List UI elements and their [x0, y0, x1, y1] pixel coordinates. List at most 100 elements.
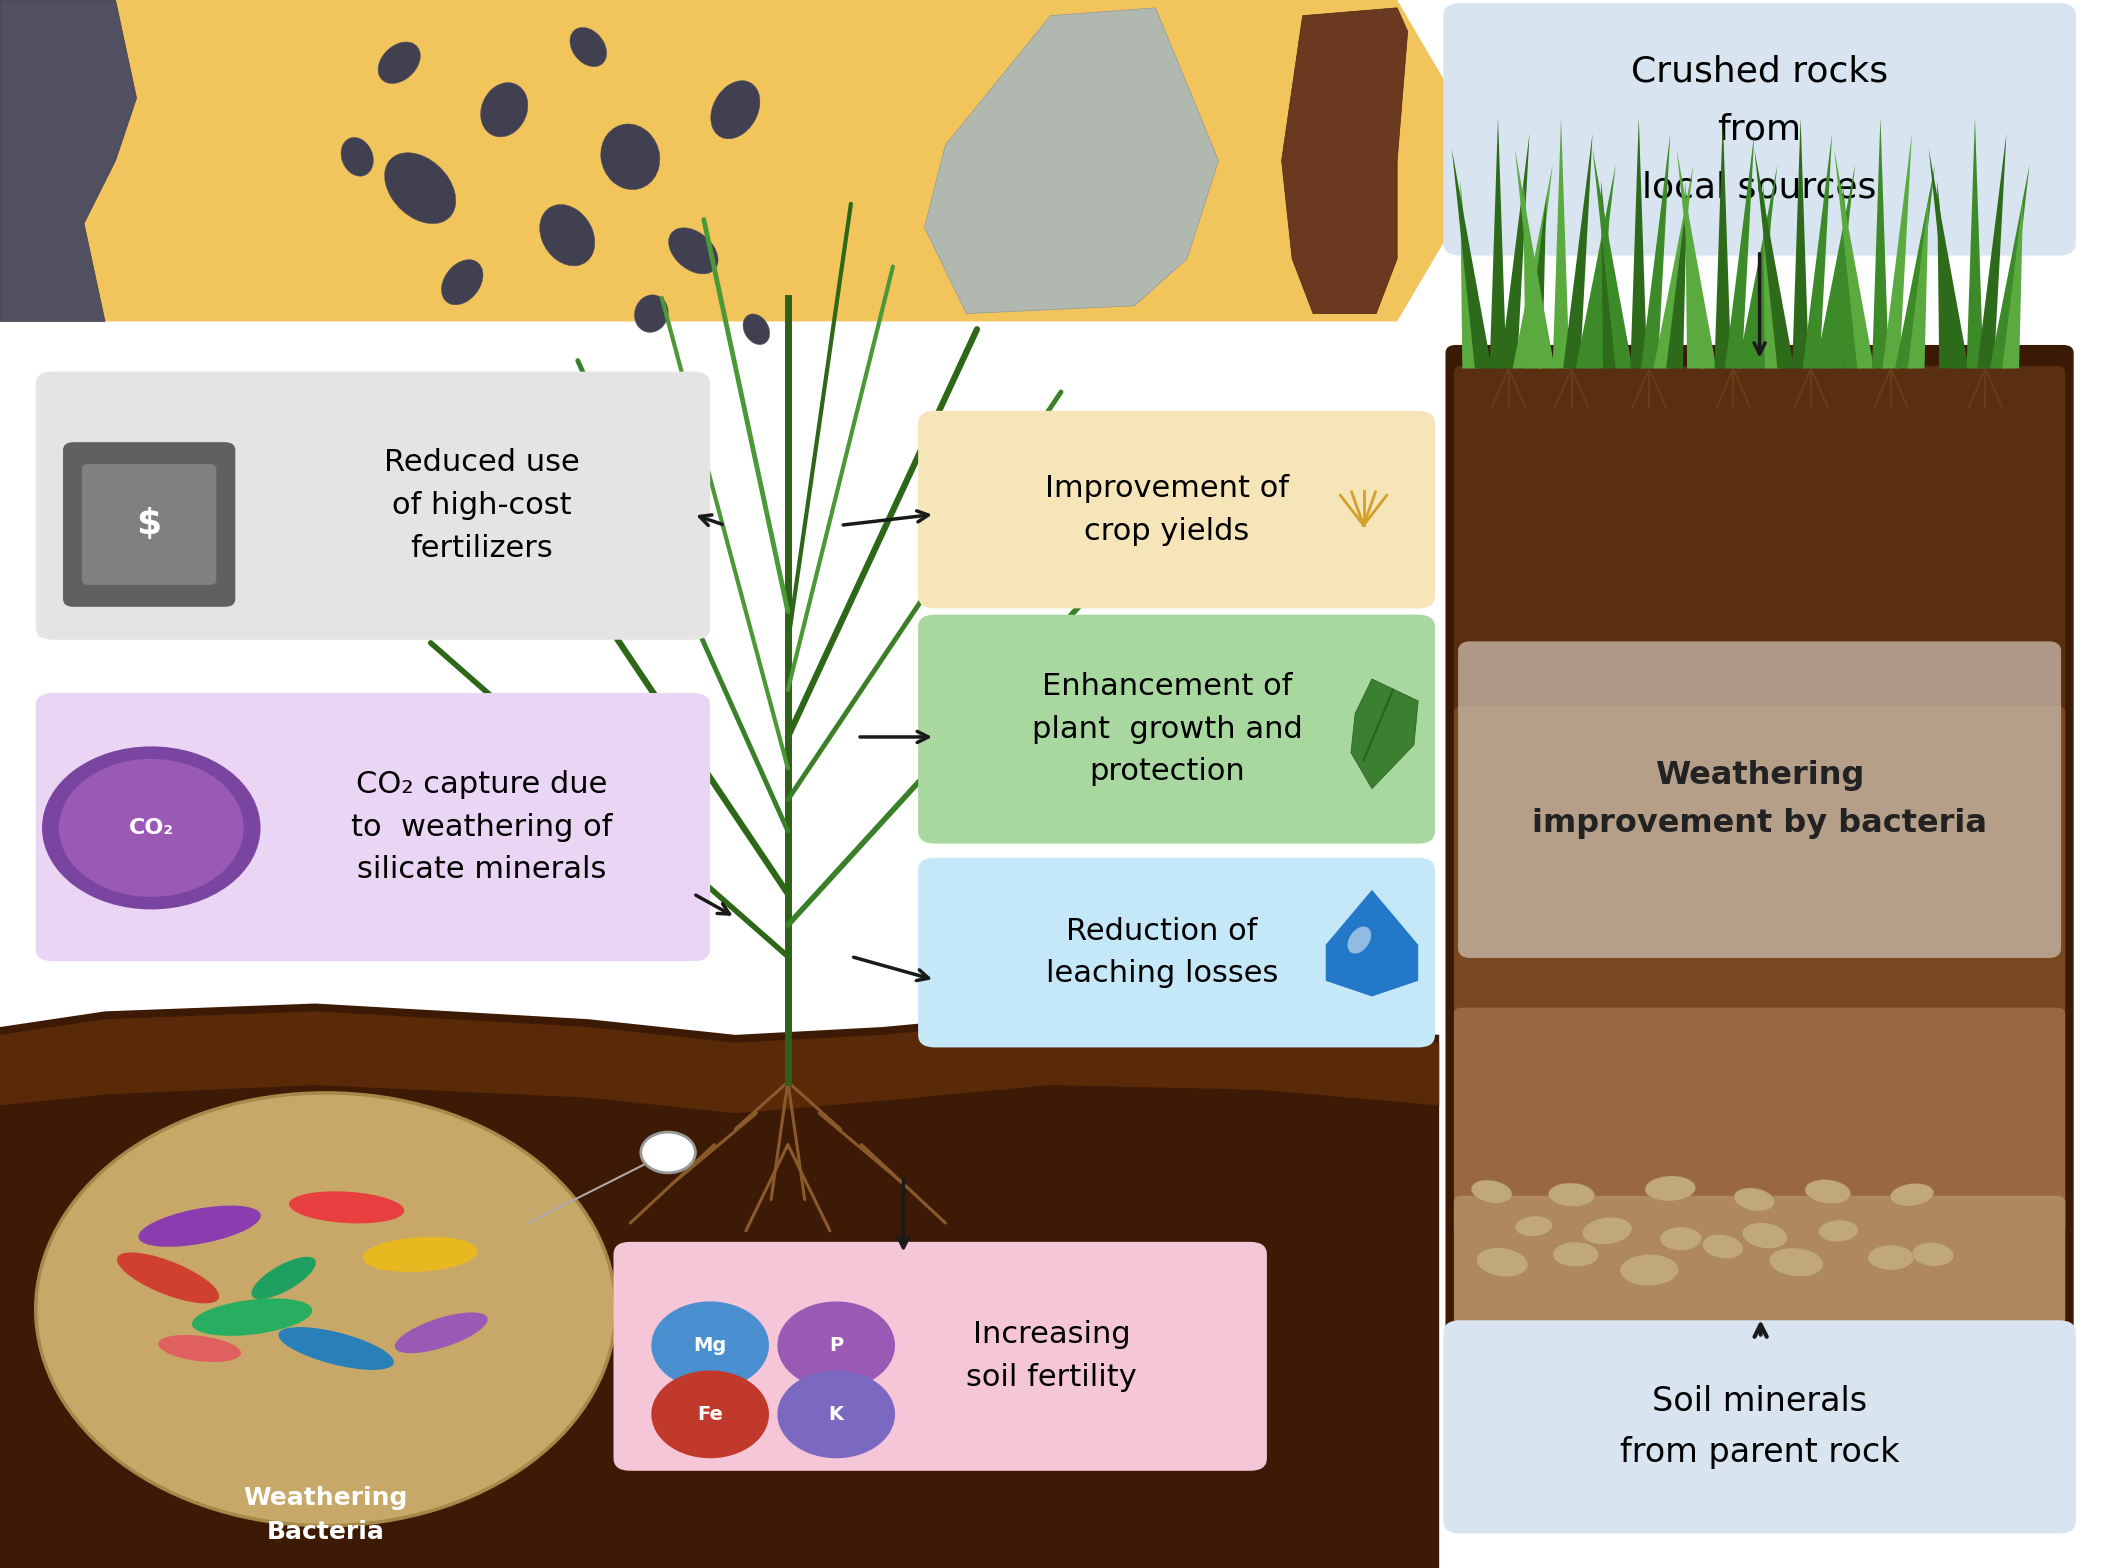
Polygon shape — [1630, 118, 1647, 368]
Ellipse shape — [1819, 1220, 1857, 1242]
Polygon shape — [1500, 133, 1530, 368]
Polygon shape — [1792, 118, 1809, 368]
Polygon shape — [924, 8, 1219, 314]
Text: Reduction of
leaching losses: Reduction of leaching losses — [1046, 917, 1277, 988]
Ellipse shape — [1660, 1226, 1702, 1251]
Polygon shape — [1754, 149, 1794, 368]
Polygon shape — [1714, 118, 1731, 368]
Text: Weathering
improvement by bacteria: Weathering improvement by bacteria — [1532, 760, 1988, 839]
Polygon shape — [1990, 165, 2030, 368]
Polygon shape — [1872, 118, 1889, 368]
FancyBboxPatch shape — [1458, 641, 2061, 958]
Ellipse shape — [635, 295, 668, 332]
Polygon shape — [1351, 679, 1418, 789]
Ellipse shape — [139, 1206, 261, 1247]
Polygon shape — [1523, 180, 1542, 368]
Circle shape — [777, 1370, 895, 1458]
Polygon shape — [1977, 133, 2006, 368]
Polygon shape — [1882, 133, 1912, 368]
Polygon shape — [1843, 180, 1861, 368]
FancyBboxPatch shape — [1443, 1320, 2076, 1534]
Polygon shape — [1895, 165, 1935, 368]
Text: $: $ — [137, 508, 162, 541]
Polygon shape — [0, 0, 1492, 321]
Polygon shape — [1725, 133, 1754, 368]
FancyBboxPatch shape — [82, 464, 216, 585]
Circle shape — [36, 1093, 616, 1526]
Text: Weathering
Bacteria: Weathering Bacteria — [244, 1486, 408, 1544]
Ellipse shape — [252, 1258, 315, 1298]
Ellipse shape — [118, 1253, 219, 1303]
Polygon shape — [1490, 118, 1506, 368]
Ellipse shape — [1733, 1189, 1775, 1210]
Polygon shape — [1601, 180, 1620, 368]
Ellipse shape — [1645, 1176, 1696, 1201]
Polygon shape — [1553, 118, 1569, 368]
Ellipse shape — [363, 1237, 477, 1272]
Polygon shape — [1908, 196, 1929, 368]
Polygon shape — [1513, 165, 1553, 368]
Ellipse shape — [710, 80, 761, 140]
Polygon shape — [1666, 196, 1687, 368]
Text: Crushed rocks
from
local sources: Crushed rocks from local sources — [1630, 53, 1889, 205]
Text: K: K — [828, 1405, 845, 1424]
Polygon shape — [1967, 118, 1983, 368]
Text: Improvement of
crop yields: Improvement of crop yields — [1044, 474, 1288, 546]
Polygon shape — [1326, 891, 1418, 997]
Circle shape — [651, 1301, 769, 1389]
FancyBboxPatch shape — [63, 442, 235, 607]
Ellipse shape — [1471, 1181, 1513, 1203]
Polygon shape — [1834, 149, 1874, 368]
Polygon shape — [1677, 149, 1717, 368]
FancyBboxPatch shape — [918, 411, 1435, 608]
Polygon shape — [1763, 180, 1782, 368]
Polygon shape — [0, 1004, 1439, 1568]
Text: Soil minerals
from parent rock: Soil minerals from parent rock — [1620, 1385, 1899, 1469]
Circle shape — [651, 1370, 769, 1458]
Polygon shape — [1738, 165, 1777, 368]
Polygon shape — [0, 0, 137, 321]
Ellipse shape — [384, 152, 456, 224]
Polygon shape — [1803, 133, 1832, 368]
Ellipse shape — [601, 124, 660, 190]
Polygon shape — [1282, 8, 1408, 314]
FancyBboxPatch shape — [1454, 365, 2065, 729]
FancyBboxPatch shape — [1454, 1008, 2065, 1234]
Polygon shape — [1593, 149, 1632, 368]
Polygon shape — [2002, 196, 2023, 368]
Ellipse shape — [378, 42, 420, 83]
Ellipse shape — [279, 1327, 393, 1370]
Polygon shape — [1815, 165, 1855, 368]
Text: Fe: Fe — [698, 1405, 723, 1424]
Ellipse shape — [1742, 1223, 1788, 1248]
Polygon shape — [1588, 196, 1609, 368]
Polygon shape — [1750, 196, 1771, 368]
Ellipse shape — [1620, 1253, 1679, 1287]
Text: Increasing
soil fertility: Increasing soil fertility — [966, 1320, 1137, 1392]
Ellipse shape — [340, 138, 374, 176]
Ellipse shape — [1582, 1217, 1632, 1245]
FancyBboxPatch shape — [918, 615, 1435, 844]
Ellipse shape — [1553, 1242, 1599, 1267]
Ellipse shape — [1347, 927, 1372, 953]
FancyBboxPatch shape — [1443, 3, 2076, 256]
Ellipse shape — [1515, 1215, 1553, 1237]
Polygon shape — [0, 1011, 1439, 1113]
Polygon shape — [1525, 196, 1546, 368]
Polygon shape — [1653, 165, 1693, 368]
Ellipse shape — [668, 227, 719, 274]
Ellipse shape — [441, 260, 483, 304]
Text: CO₂ capture due
to  weathering of
silicate minerals: CO₂ capture due to weathering of silicat… — [351, 770, 613, 884]
Ellipse shape — [1805, 1179, 1851, 1204]
Ellipse shape — [1912, 1242, 1954, 1267]
Ellipse shape — [1702, 1234, 1744, 1259]
FancyBboxPatch shape — [1445, 345, 2074, 1333]
Ellipse shape — [540, 204, 595, 267]
Text: CO₂: CO₂ — [128, 818, 174, 837]
Circle shape — [777, 1301, 895, 1389]
Ellipse shape — [744, 314, 769, 345]
Polygon shape — [1576, 165, 1616, 368]
Ellipse shape — [158, 1334, 242, 1363]
FancyBboxPatch shape — [1454, 706, 2065, 1021]
FancyBboxPatch shape — [1454, 1196, 2065, 1325]
